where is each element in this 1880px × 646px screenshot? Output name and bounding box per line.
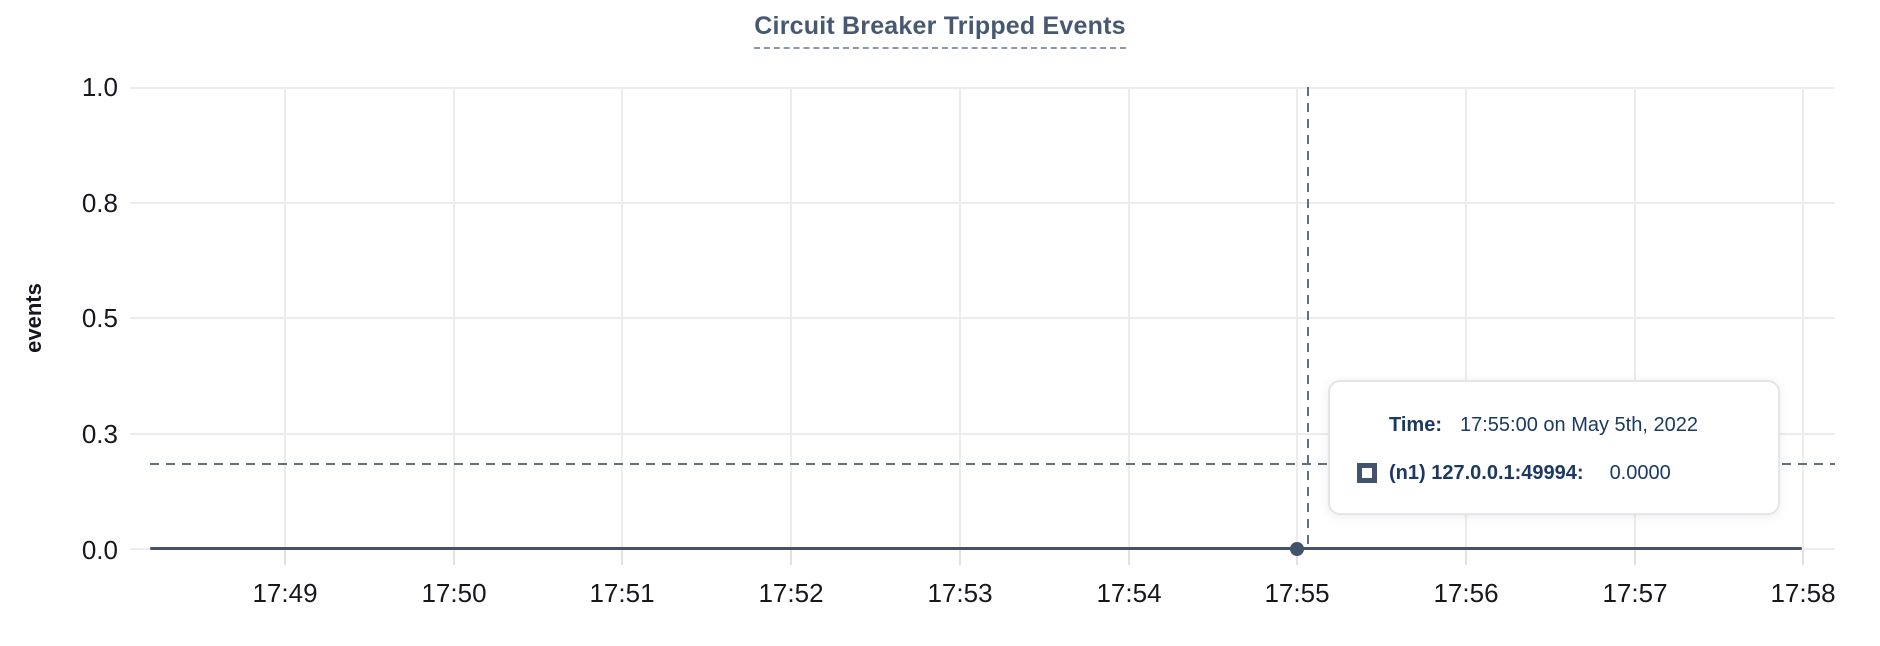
- tooltip-series-value: 0.0000: [1609, 462, 1671, 484]
- x-tick-label: 17:51: [589, 578, 655, 608]
- gridline-v: [1296, 87, 1298, 550]
- gridline-h: [130, 202, 1835, 204]
- gridline-v: [1802, 87, 1804, 550]
- gridline-v: [621, 87, 623, 550]
- x-tick-label: 17:53: [927, 578, 993, 608]
- x-tick-mark: [1296, 550, 1298, 565]
- x-tick-label: 17:58: [1770, 578, 1836, 608]
- hover-point-dot: [1290, 542, 1304, 556]
- crosshair-horizontal: [150, 463, 1835, 465]
- x-tick-mark: [1802, 550, 1804, 565]
- x-tick-mark: [790, 550, 792, 565]
- y-tick-label: 0.8: [81, 188, 118, 218]
- y-tick-label: 1.0: [81, 72, 118, 102]
- x-tick-label: 17:56: [1433, 578, 1499, 608]
- gridline-v: [959, 87, 961, 550]
- x-tick-mark: [621, 550, 623, 565]
- tooltip-series-row: (n1) 127.0.0.1:49994: 0.0000: [1357, 460, 1758, 486]
- x-tick-label: 17:57: [1602, 578, 1668, 608]
- x-tick-mark: [959, 550, 961, 565]
- gridline-v: [1634, 87, 1636, 550]
- y-tick-label: 0.0: [81, 535, 118, 565]
- gridline-h: [130, 87, 1835, 89]
- x-tick-mark: [1634, 550, 1636, 565]
- gridline-h: [130, 433, 1835, 435]
- series-swatch-icon: [1357, 463, 1377, 483]
- tooltip-time-value: 17:55:00 on May 5th, 2022: [1459, 414, 1698, 436]
- tooltip-time-label: Time:: [1389, 414, 1442, 436]
- x-tick-label: 17:54: [1096, 578, 1162, 608]
- y-tick-label: 0.3: [81, 419, 118, 449]
- gridline-h: [130, 317, 1835, 319]
- chart-header: Circuit Breaker Tripped Events: [0, 12, 1880, 49]
- x-axis: 17:49 17:50 17:51 17:52 17:53 17:54 17:5…: [0, 578, 1880, 608]
- x-tick-mark: [453, 550, 455, 565]
- x-tick-label: 17:49: [252, 578, 318, 608]
- tooltip: Time: 17:55:00 on May 5th, 2022 (n1) 127.…: [1328, 380, 1780, 515]
- x-tick-mark: [284, 550, 286, 565]
- tooltip-time-row: Time: 17:55:00 on May 5th, 2022: [1357, 412, 1758, 438]
- x-tick-label: 17:52: [758, 578, 824, 608]
- x-tick-mark: [1465, 550, 1467, 565]
- chart-title[interactable]: Circuit Breaker Tripped Events: [754, 12, 1126, 49]
- x-tick-label: 17:50: [421, 578, 487, 608]
- x-tick-label: 17:55: [1264, 578, 1330, 608]
- gridline-v: [1465, 87, 1467, 550]
- gridline-v: [453, 87, 455, 550]
- gridline-v: [1128, 87, 1130, 550]
- plot-area[interactable]: [130, 87, 1835, 565]
- gridline-v: [284, 87, 286, 550]
- gridline-v: [790, 87, 792, 550]
- y-tick-label: 0.5: [81, 303, 118, 333]
- tooltip-series-name: (n1) 127.0.0.1:49994:: [1389, 462, 1584, 484]
- crosshair-vertical: [1307, 87, 1309, 550]
- series-line: [150, 547, 1802, 550]
- x-tick-mark: [1128, 550, 1130, 565]
